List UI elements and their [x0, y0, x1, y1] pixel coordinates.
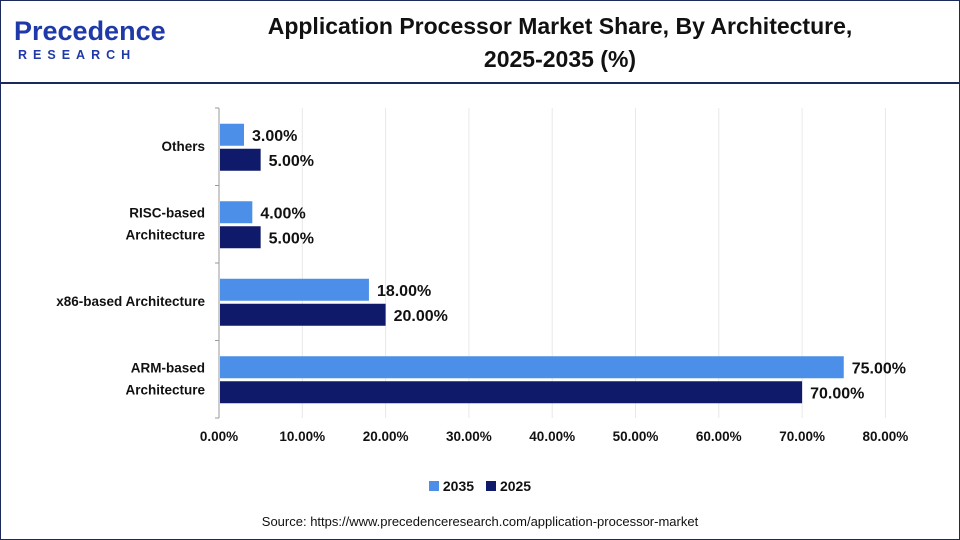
bar-2035 — [220, 123, 244, 146]
logo-wordmark: Precedence — [14, 16, 166, 46]
source-note: Source: https://www.precedenceresearch.c… — [261, 514, 699, 529]
chart-title-line-1: Application Processor Market Share, By A… — [267, 13, 853, 39]
bar-2025 — [220, 303, 386, 326]
logo-subtext: RESEARCH — [18, 48, 137, 62]
data-label: 4.00% — [260, 205, 305, 222]
precedence-research-logo: Precedence RESEARCH — [14, 14, 166, 64]
x-tick-label: 60.00% — [696, 429, 742, 444]
x-tick-label: 10.00% — [279, 429, 325, 444]
data-label: 3.00% — [252, 128, 297, 145]
category-label: x86-based Architecture — [56, 294, 205, 309]
bar-2025 — [220, 226, 261, 249]
bar-2025 — [220, 381, 803, 404]
bar-2035 — [220, 278, 369, 301]
legend-label-2035: 2035 — [442, 478, 475, 494]
data-label: 5.00% — [269, 230, 314, 247]
category-label: Architecture — [125, 227, 205, 242]
x-tick-label: 40.00% — [529, 429, 575, 444]
data-label: 20.00% — [394, 308, 448, 325]
x-tick-label: 70.00% — [779, 429, 825, 444]
category-label: ARM-based — [131, 360, 205, 375]
x-tick-label: 30.00% — [446, 429, 492, 444]
bar-2035 — [220, 356, 844, 379]
x-tick-label: 50.00% — [613, 429, 659, 444]
data-label: 18.00% — [377, 283, 431, 300]
data-label: 5.00% — [269, 153, 314, 170]
legend-item-2035: 2035 — [428, 478, 475, 494]
bar-2035 — [220, 201, 253, 224]
bar-2025 — [220, 148, 261, 171]
x-tick-label: 80.00% — [863, 429, 909, 444]
data-label: 70.00% — [810, 385, 864, 402]
x-tick-label: 0.00% — [200, 429, 238, 444]
data-label: 75.00% — [852, 360, 906, 377]
header-divider — [0, 82, 960, 84]
chart-title: Application Processor Market Share, By A… — [200, 10, 920, 76]
legend-swatch-2025 — [485, 481, 496, 491]
x-tick-label: 20.00% — [363, 429, 409, 444]
chart-title-line-2: 2025-2035 (%) — [483, 46, 637, 72]
chart-legend: 2035 2025 — [0, 478, 960, 494]
category-label: RISC-based — [129, 205, 205, 220]
legend-swatch-2035 — [428, 481, 439, 491]
category-label: Others — [161, 139, 205, 154]
legend-item-2025: 2025 — [485, 478, 532, 494]
category-label: Architecture — [125, 382, 205, 397]
legend-label-2025: 2025 — [499, 478, 532, 494]
